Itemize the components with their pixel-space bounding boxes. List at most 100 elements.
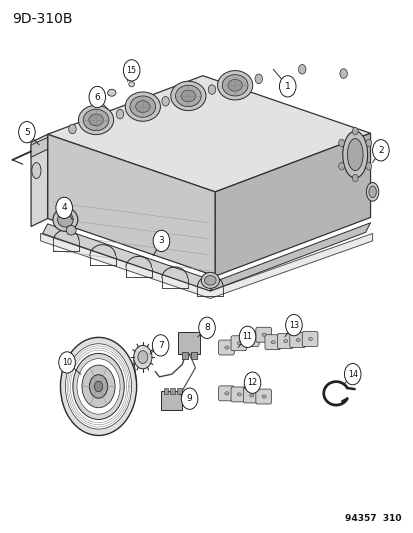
Polygon shape xyxy=(47,134,215,276)
Circle shape xyxy=(152,335,169,356)
Ellipse shape xyxy=(249,337,253,341)
Ellipse shape xyxy=(125,92,160,122)
Text: 15: 15 xyxy=(126,66,136,75)
Ellipse shape xyxy=(181,90,195,102)
Circle shape xyxy=(73,353,124,419)
Circle shape xyxy=(208,85,215,94)
Circle shape xyxy=(161,96,169,106)
Ellipse shape xyxy=(368,186,375,198)
Ellipse shape xyxy=(83,109,109,131)
Text: 4: 4 xyxy=(61,204,67,212)
Ellipse shape xyxy=(217,70,252,100)
Ellipse shape xyxy=(53,208,78,231)
FancyBboxPatch shape xyxy=(255,389,271,404)
Circle shape xyxy=(116,109,123,119)
Text: 3: 3 xyxy=(158,237,164,245)
Polygon shape xyxy=(31,138,47,157)
Circle shape xyxy=(279,76,295,97)
Circle shape xyxy=(77,359,120,414)
Text: 11: 11 xyxy=(242,333,252,341)
Circle shape xyxy=(339,69,347,78)
Circle shape xyxy=(59,352,75,373)
Ellipse shape xyxy=(249,394,253,397)
Ellipse shape xyxy=(135,101,150,112)
Circle shape xyxy=(244,372,260,393)
FancyBboxPatch shape xyxy=(190,352,196,359)
Circle shape xyxy=(365,163,371,170)
Circle shape xyxy=(133,345,152,369)
Circle shape xyxy=(153,230,169,252)
Text: 9: 9 xyxy=(186,394,192,403)
Ellipse shape xyxy=(224,346,228,349)
FancyBboxPatch shape xyxy=(230,336,246,351)
Ellipse shape xyxy=(66,225,76,235)
Text: 94357  310: 94357 310 xyxy=(344,514,401,523)
Circle shape xyxy=(365,139,371,147)
Text: 2: 2 xyxy=(377,146,383,155)
Ellipse shape xyxy=(107,90,116,96)
Polygon shape xyxy=(40,233,372,298)
Ellipse shape xyxy=(308,337,312,341)
Ellipse shape xyxy=(201,272,219,288)
Circle shape xyxy=(82,365,115,408)
FancyBboxPatch shape xyxy=(218,340,234,355)
FancyBboxPatch shape xyxy=(178,332,199,354)
FancyBboxPatch shape xyxy=(160,391,182,410)
Polygon shape xyxy=(215,133,370,276)
Ellipse shape xyxy=(224,392,228,395)
Ellipse shape xyxy=(88,114,103,126)
Polygon shape xyxy=(210,223,370,291)
Ellipse shape xyxy=(237,393,241,396)
FancyBboxPatch shape xyxy=(181,352,187,359)
Ellipse shape xyxy=(175,85,201,107)
Text: 10: 10 xyxy=(62,358,72,367)
Circle shape xyxy=(254,74,262,84)
Circle shape xyxy=(138,351,147,364)
Ellipse shape xyxy=(366,182,378,201)
Text: 1: 1 xyxy=(284,82,290,91)
Circle shape xyxy=(19,122,35,143)
Ellipse shape xyxy=(227,79,242,91)
Circle shape xyxy=(239,326,255,348)
Circle shape xyxy=(65,344,131,429)
Polygon shape xyxy=(43,224,215,291)
Ellipse shape xyxy=(347,139,362,171)
FancyBboxPatch shape xyxy=(243,388,259,403)
Ellipse shape xyxy=(283,340,287,343)
FancyBboxPatch shape xyxy=(255,327,271,342)
Text: 8: 8 xyxy=(204,324,209,332)
Circle shape xyxy=(94,381,102,392)
Circle shape xyxy=(338,163,344,170)
Ellipse shape xyxy=(128,82,134,87)
Polygon shape xyxy=(31,134,47,227)
Circle shape xyxy=(181,388,197,409)
FancyBboxPatch shape xyxy=(181,352,187,359)
Text: 12: 12 xyxy=(247,378,257,387)
Circle shape xyxy=(89,375,107,398)
Ellipse shape xyxy=(222,75,247,96)
Circle shape xyxy=(344,364,360,385)
Ellipse shape xyxy=(130,96,155,117)
Ellipse shape xyxy=(295,338,299,342)
Ellipse shape xyxy=(261,333,266,336)
Text: 14: 14 xyxy=(347,370,357,378)
Ellipse shape xyxy=(204,276,216,285)
FancyBboxPatch shape xyxy=(163,388,168,394)
Ellipse shape xyxy=(32,163,41,179)
Text: 5: 5 xyxy=(24,128,30,136)
FancyBboxPatch shape xyxy=(289,333,305,348)
Polygon shape xyxy=(47,76,370,192)
Circle shape xyxy=(56,197,72,219)
FancyBboxPatch shape xyxy=(277,334,292,349)
Circle shape xyxy=(89,86,105,108)
FancyBboxPatch shape xyxy=(243,332,259,346)
Circle shape xyxy=(351,174,357,182)
Circle shape xyxy=(123,60,140,81)
Ellipse shape xyxy=(261,395,266,398)
Circle shape xyxy=(351,127,357,135)
Ellipse shape xyxy=(271,341,275,344)
Text: 13: 13 xyxy=(288,321,298,329)
FancyBboxPatch shape xyxy=(170,388,175,394)
Circle shape xyxy=(338,139,344,147)
FancyBboxPatch shape xyxy=(218,386,234,401)
